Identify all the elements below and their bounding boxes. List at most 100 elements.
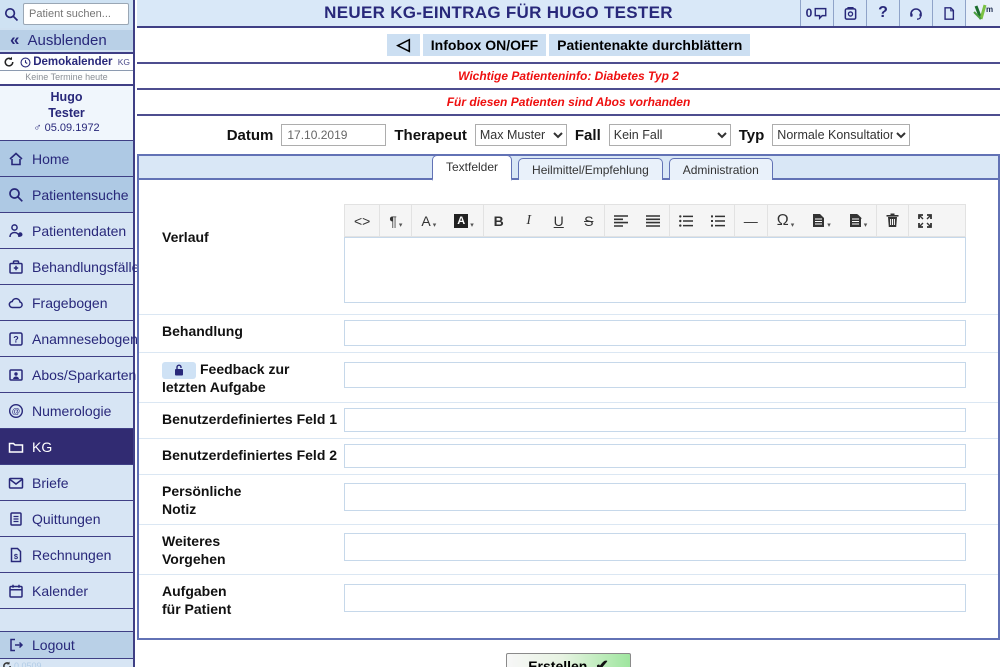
case-label: Fall: [574, 126, 601, 144]
unordered-list-icon[interactable]: [670, 205, 702, 236]
calendar-tag: KG: [117, 57, 130, 67]
underline-icon[interactable]: U: [553, 212, 564, 229]
document-icon: [944, 6, 955, 20]
special-char-icon[interactable]: Ω ▾: [776, 211, 795, 229]
sidebar-item-label: Behandlungsfälle: [32, 258, 140, 275]
field-row-aufgaben-fuer-patient: Aufgaben für Patient: [139, 574, 998, 624]
calendar-widget[interactable]: Demokalender KG Keine Termine heute: [0, 52, 133, 86]
verlauf-editor[interactable]: [344, 237, 966, 303]
refresh-icon[interactable]: [3, 56, 15, 68]
infobox-toggle-button[interactable]: Infobox ON/OFF: [422, 34, 547, 56]
at-circle-icon: @: [8, 403, 24, 418]
help-button[interactable]: ?: [866, 0, 899, 26]
notes-count: 0: [805, 6, 813, 20]
custom-field-1-input[interactable]: [344, 408, 966, 432]
sidebar-item-behandlungsfaelle[interactable]: Behandlungsfälle: [0, 248, 139, 285]
logout-button[interactable]: Logout: [0, 631, 133, 659]
field-row-benutzerdefiniertes-feld-2: Benutzerdefiniertes Feld 2: [139, 438, 998, 474]
sidebar-item-patientensuche[interactable]: Patientensuche: [0, 176, 133, 213]
custom-field-2-input[interactable]: [344, 444, 966, 468]
logo-letter: m: [986, 5, 993, 14]
home-icon: [9, 152, 23, 166]
template-edit-icon[interactable]: ▾: [840, 205, 877, 236]
sidebar-item-briefe[interactable]: Briefe: [0, 464, 133, 501]
sidebar-item-rechnungen[interactable]: $ Rechnungen: [0, 536, 133, 573]
sidebar-item-label: Home: [32, 150, 70, 167]
case-select[interactable]: Kein Fall: [608, 124, 731, 146]
calendar-title: Demokalender: [33, 56, 113, 68]
cloud-icon: [8, 297, 23, 308]
version-row: 0.0509: [0, 658, 133, 667]
sidebar-item-fragebogen[interactable]: Fragebogen: [0, 284, 133, 321]
font-color-icon[interactable]: A ▾: [421, 212, 437, 229]
lock-toggle[interactable]: [162, 361, 196, 379]
textfelder-panel: Verlauf <> ¶ ▾ A ▾ A ▾ B I U S: [137, 180, 1000, 640]
date-label: Datum: [226, 126, 274, 144]
horizontal-rule-icon[interactable]: —: [743, 212, 758, 229]
folder-icon: [8, 442, 24, 453]
divider: [137, 88, 1000, 90]
italic-icon[interactable]: I: [526, 212, 532, 228]
entry-meta-row: Datum Therapeut Max Muster Fall Kein Fal…: [137, 116, 1000, 154]
feedback-input[interactable]: [344, 362, 966, 388]
create-entry-button[interactable]: Erstellen ✔: [506, 653, 631, 667]
current-patient-card: Hugo Tester ♂ 05.09.1972: [0, 86, 133, 141]
tab-heilmittel-empfehlung[interactable]: Heilmittel/Empfehlung: [518, 158, 663, 180]
document-button[interactable]: [932, 0, 965, 26]
tab-administration[interactable]: Administration: [668, 158, 773, 180]
sidebar-item-kalender[interactable]: Kalender: [0, 572, 133, 609]
collapse-sidebar-button[interactable]: « Ausblenden: [0, 30, 133, 50]
therapist-select[interactable]: Max Muster: [474, 124, 567, 146]
svg-text:$: $: [14, 552, 19, 561]
sidebar-item-abos-sparkarten[interactable]: Abos/Sparkarten: [0, 356, 136, 393]
bold-icon[interactable]: B: [493, 212, 504, 229]
clipboard-button[interactable]: [833, 0, 866, 26]
sidebar-item-patientendaten[interactable]: Patientendaten: [0, 212, 133, 249]
field-label: Persönliche Notiz: [162, 483, 242, 517]
patient-first-name: Hugo: [50, 90, 83, 104]
infobox-back-button[interactable]: ◁: [386, 34, 420, 56]
date-input[interactable]: [281, 124, 387, 146]
mail-icon: [8, 477, 24, 489]
field-label: Feedback zur letzten Aufgabe: [162, 361, 290, 395]
paragraph-style-icon[interactable]: ¶ ▾: [389, 212, 403, 229]
fullscreen-icon[interactable]: [909, 205, 941, 236]
type-label: Typ: [738, 126, 765, 144]
persoenliche-notiz-input[interactable]: [344, 483, 966, 511]
clipboard-icon: [844, 6, 856, 20]
sidebar-item-kg[interactable]: KG: [0, 428, 133, 465]
highlight-color-icon[interactable]: A ▾: [445, 205, 482, 236]
field-row-benutzerdefiniertes-feld-1: Benutzerdefiniertes Feld 1: [139, 402, 998, 438]
patient-birthdate: 05.09.1972: [44, 122, 100, 135]
field-label: Weiteres Vorgehen: [162, 533, 226, 567]
aufgaben-input[interactable]: [344, 584, 966, 612]
field-row-behandlung: Behandlung: [139, 314, 998, 352]
support-button[interactable]: [899, 0, 932, 26]
align-left-icon[interactable]: [605, 205, 637, 236]
weiteres-vorgehen-input[interactable]: [344, 533, 966, 561]
sidebar-item-anamnesebogen[interactable]: ? Anamnesebogen: [0, 320, 138, 357]
type-select[interactable]: Normale Konsultation: [772, 124, 911, 146]
align-justify-icon[interactable]: [637, 205, 669, 236]
support-headset-icon: [910, 8, 922, 20]
sidebar-item-label: Rechnungen: [32, 546, 112, 563]
sidebar-item-home[interactable]: Home: [0, 140, 133, 177]
infobox-toolbar: ◁ Infobox ON/OFF Patientenakte durchblät…: [137, 28, 1000, 62]
ordered-list-icon[interactable]: [702, 205, 734, 236]
logout-icon: [10, 639, 24, 652]
behandlung-input[interactable]: [344, 320, 966, 346]
notes-count-button[interactable]: 0: [800, 0, 833, 26]
browse-records-button[interactable]: Patientenakte durchblättern: [549, 34, 751, 56]
field-row-feedback: Feedback zur letzten Aufgabe: [139, 352, 998, 402]
strikethrough-icon[interactable]: S: [584, 212, 594, 229]
sidebar-item-quittungen[interactable]: Quittungen: [0, 500, 133, 537]
treatment-case-icon: [9, 260, 23, 274]
sidebar-item-numerologie[interactable]: @ Numerologie: [0, 392, 133, 429]
sidebar-item-label: KG: [32, 438, 53, 455]
patient-search-input[interactable]: [23, 3, 129, 25]
template-insert-icon[interactable]: ▾: [803, 205, 840, 236]
codeview-icon[interactable]: <>: [354, 212, 371, 229]
trash-icon[interactable]: [877, 205, 908, 236]
tab-textfelder[interactable]: Textfelder: [432, 155, 513, 181]
therapist-label: Therapeut: [394, 126, 467, 144]
